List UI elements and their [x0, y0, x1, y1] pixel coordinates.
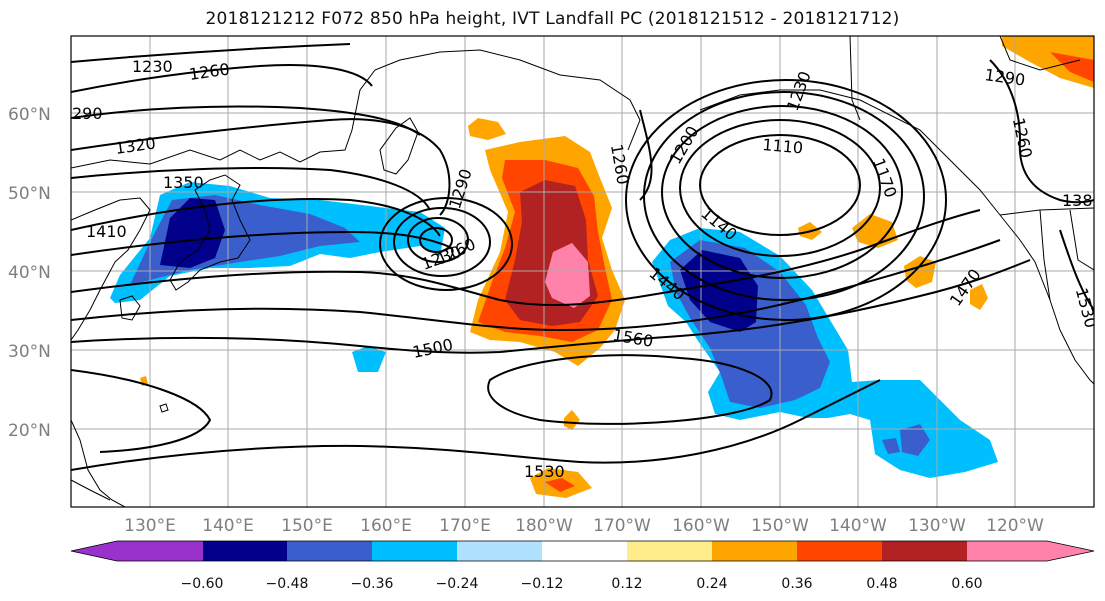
colorbar-extend-min — [71, 541, 117, 561]
colorbar-bin — [202, 541, 288, 561]
lat-label: 40°N — [8, 263, 51, 283]
colorbar-bin — [797, 541, 883, 561]
colorbar-tick-label: −0.12 — [521, 576, 564, 592]
colorbar-tick-label: 0.36 — [781, 576, 812, 592]
negative-band-west-core — [160, 198, 225, 268]
contour-label: 1350 — [163, 173, 204, 192]
graticule — [71, 36, 1094, 507]
contour-label: 290 — [72, 104, 103, 123]
colorbar-tick-label: 0.12 — [611, 576, 642, 592]
colorbar-tick-label: 0.60 — [951, 576, 982, 592]
latitude-labels: 60°N 50°N 40°N 30°N 20°N — [8, 105, 51, 441]
colorbar-bin — [627, 541, 713, 561]
contour-label: 1410 — [86, 222, 127, 241]
colorbar-tick-label: −0.48 — [266, 576, 309, 592]
positive-plume-core — [545, 243, 590, 308]
lat-label: 50°N — [8, 184, 51, 204]
colorbar-tick-label: 0.24 — [696, 576, 727, 592]
lon-label: 180°W — [515, 516, 573, 536]
colorbar-tick-label: −0.36 — [351, 576, 394, 592]
colorbar-tick-labels: −0.60 −0.48 −0.36 −0.24 −0.12 0.12 0.24 … — [181, 576, 983, 592]
contour-label: 1230 — [132, 57, 173, 76]
colorbar-bin — [372, 541, 458, 561]
colorbar-tick-label: −0.24 — [436, 576, 479, 592]
lon-label: 170°W — [593, 516, 651, 536]
lon-label: 130°E — [124, 516, 176, 536]
lon-label: 170°E — [439, 516, 491, 536]
map-frame — [70, 35, 1095, 508]
lon-label: 150°W — [751, 516, 809, 536]
lat-label: 30°N — [8, 342, 51, 362]
lon-label: 160°W — [672, 516, 730, 536]
contour-label: 138 — [1062, 191, 1093, 210]
lat-label: 60°N — [8, 105, 51, 125]
colorbar-tick-label: 0.48 — [866, 576, 897, 592]
colorbar-bin — [287, 541, 373, 561]
colorbar — [70, 540, 1095, 562]
contour-label: 1110 — [762, 135, 804, 157]
lon-label: 160°E — [360, 516, 412, 536]
height-contours — [71, 43, 1094, 471]
colorbar-bin — [712, 541, 798, 561]
lon-label: 120°W — [986, 516, 1044, 536]
lat-label: 20°N — [8, 421, 51, 441]
colorbar-bin — [542, 541, 628, 561]
contour-label: 1530 — [524, 462, 565, 481]
longitude-labels: 130°E 140°E 150°E 160°E 170°E 180°W 170°… — [124, 516, 1044, 536]
colorbar-bin — [882, 541, 968, 561]
lon-label: 150°E — [281, 516, 333, 536]
ivt-shading — [110, 36, 1094, 498]
colorbar-bin — [967, 541, 1047, 561]
lon-label: 140°E — [202, 516, 254, 536]
colorbar-extend-max — [1047, 541, 1094, 561]
colorbar-tick-label: −0.60 — [181, 576, 224, 592]
map-panel: 1230 1260 290 1320 1350 1410 1290 1230 1… — [71, 36, 1094, 507]
map-title: 2018121212 F072 850 hPa height, IVT Land… — [205, 9, 900, 29]
lon-label: 140°W — [829, 516, 887, 536]
coastlines — [71, 36, 1094, 507]
colorbar-bin — [457, 541, 543, 561]
lon-label: 130°W — [908, 516, 966, 536]
